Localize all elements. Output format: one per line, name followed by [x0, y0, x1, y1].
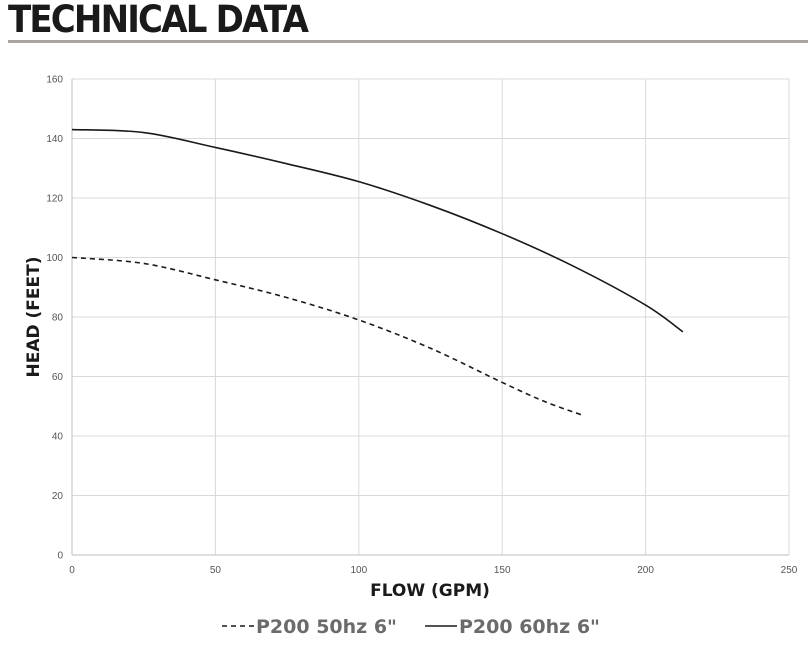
x-tick-label: 250 [781, 565, 798, 576]
series-lines [71, 128, 684, 416]
x-tick-label: 100 [350, 565, 367, 576]
y-tick-label: 20 [52, 491, 64, 502]
y-tick-label: 60 [52, 372, 64, 383]
x-tick-label: 150 [494, 565, 511, 576]
y-tick-label: 140 [46, 134, 63, 145]
series-line-60hz [71, 128, 684, 333]
y-tick-label: 100 [46, 253, 63, 264]
y-tick-labels: 0 20 40 60 80 100 120 140 160 [46, 75, 63, 562]
x-axis-title: FLOW (GPM) [370, 581, 490, 601]
legend-label-50hz: P200 50hz 6" [256, 616, 397, 638]
y-tick-label: 0 [57, 551, 63, 562]
series-line-50hz [71, 256, 583, 416]
axes [71, 79, 789, 556]
y-tick-label: 120 [46, 194, 63, 205]
legend: P200 50hz 6" P200 60hz 6" [222, 616, 600, 638]
legend-label-60hz: P200 60hz 6" [459, 616, 600, 638]
x-tick-label: 0 [69, 565, 75, 576]
y-axis-title: HEAD (FEET) [24, 256, 44, 377]
x-tick-label: 50 [210, 565, 222, 576]
page-title: TECHNICAL DATA [8, 0, 309, 41]
x-tick-label: 200 [637, 565, 654, 576]
y-tick-label: 80 [52, 313, 64, 324]
y-tick-label: 40 [52, 432, 64, 443]
grid-lines [71, 78, 790, 556]
x-tick-labels: 0 50 100 150 200 250 [69, 565, 798, 576]
y-tick-label: 160 [46, 75, 63, 86]
title-divider [8, 40, 808, 43]
